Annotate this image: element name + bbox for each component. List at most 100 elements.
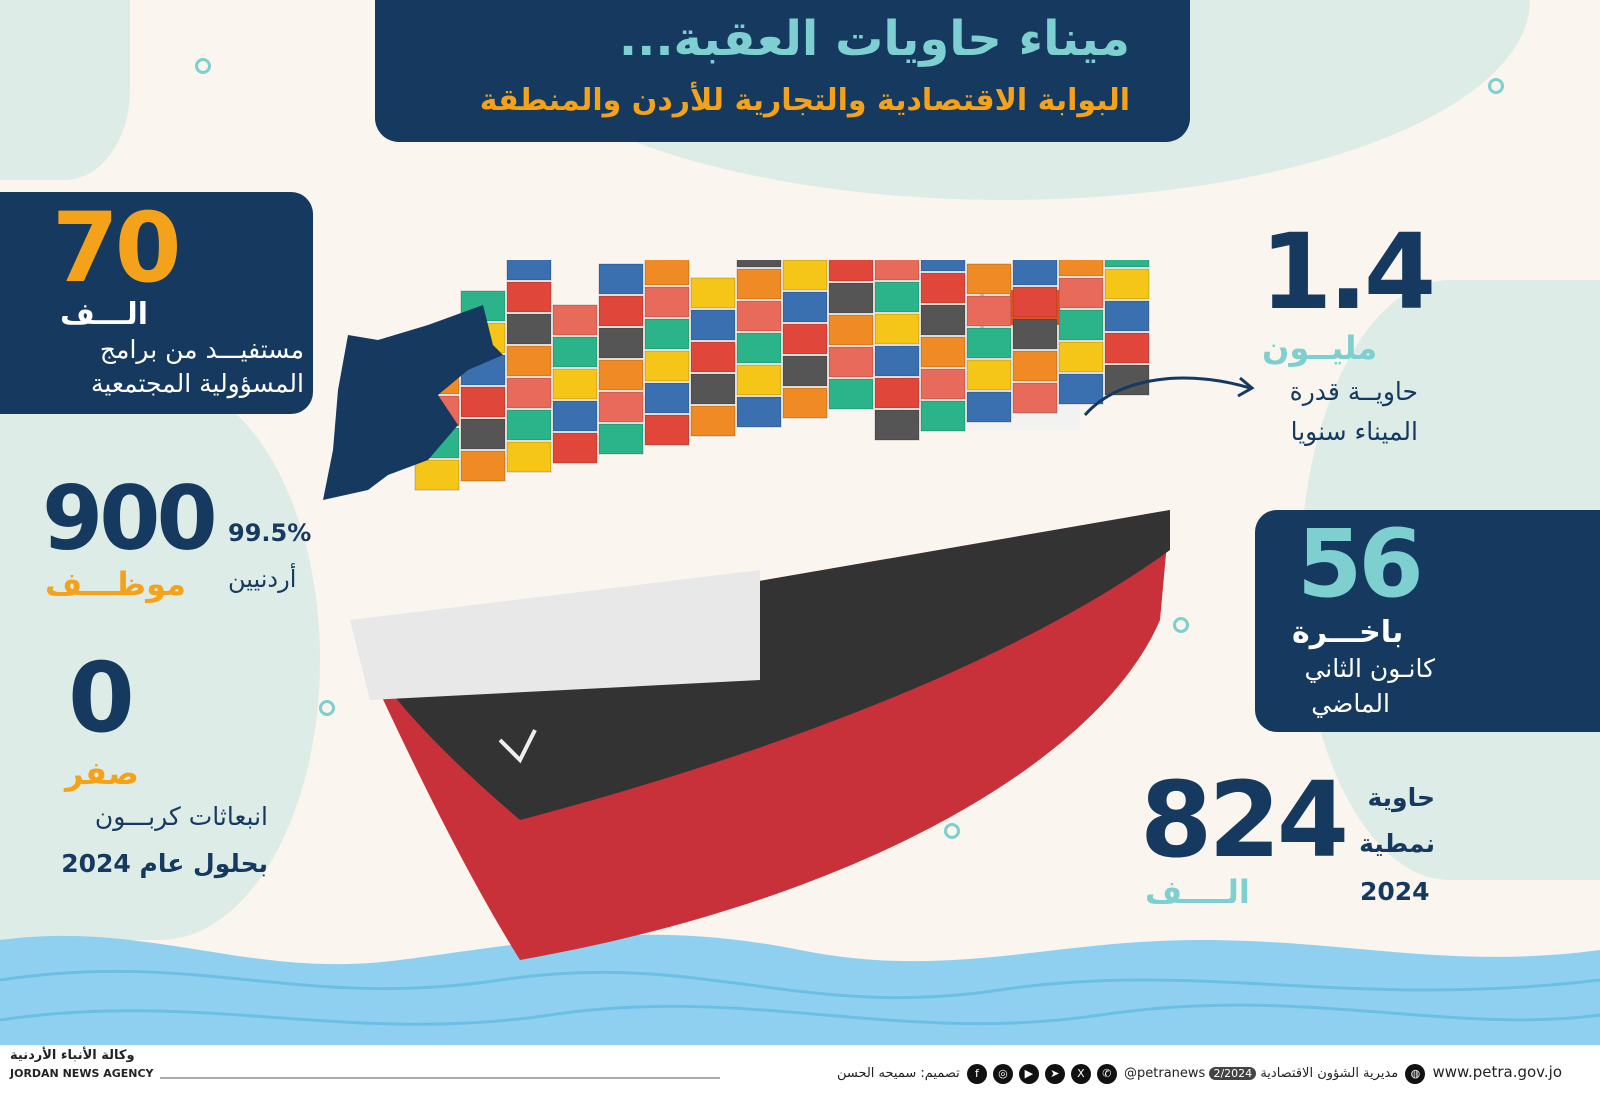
- shipping-container: [506, 441, 552, 473]
- date-badge: 2/2024: [1209, 1067, 1257, 1080]
- footer-credits: تصميم: سميحه الحسن f ◎ ▶ ➤ X ✆ @petranews 2/2…: [837, 1063, 1562, 1084]
- shipping-container: [460, 418, 506, 450]
- facebook-icon[interactable]: f: [966, 1063, 987, 1084]
- footer: وكالة الأنباء الأردنية JORDAN NEWS AGENC…: [0, 1045, 1600, 1120]
- youtube-icon[interactable]: ▶: [1018, 1063, 1039, 1084]
- employees-percent: 99.5%: [228, 519, 312, 547]
- employees-unit: موظـــف: [45, 565, 186, 603]
- shipping-container: [598, 359, 644, 391]
- shipping-container: [828, 260, 874, 282]
- emissions-number: 0: [68, 642, 135, 754]
- shipping-container: [736, 332, 782, 364]
- beneficiaries-line1: مستفيـــد من برامج: [99, 335, 304, 364]
- beneficiaries-box: [0, 192, 313, 414]
- shipping-container: [506, 260, 552, 281]
- shipping-container: [1104, 332, 1150, 364]
- shipping-container: [552, 304, 598, 336]
- whatsapp-icon[interactable]: ✆: [1096, 1063, 1117, 1084]
- containers-unit: الــــف: [1145, 873, 1250, 911]
- shipping-container: [874, 409, 920, 441]
- shipping-container: [828, 314, 874, 346]
- footer-divider: [160, 1077, 720, 1079]
- shipping-container: [920, 336, 966, 368]
- globe-icon: ◍: [1405, 1063, 1426, 1084]
- shipping-container: [1058, 260, 1104, 277]
- capacity-unit: مليــون: [1262, 329, 1378, 367]
- shipping-container: [920, 272, 966, 304]
- shipping-container: [1058, 341, 1104, 373]
- shipping-container: [598, 423, 644, 455]
- shipping-container: [966, 295, 1012, 327]
- shipping-container: [690, 309, 736, 341]
- shipping-container: [920, 368, 966, 400]
- shipping-container: [736, 396, 782, 428]
- social-handle[interactable]: @petranews: [1124, 1066, 1206, 1081]
- shipping-container: [414, 459, 460, 491]
- ships-number: 56: [1297, 510, 1424, 619]
- shipping-container: [782, 355, 828, 387]
- containers-number: 824: [1140, 759, 1349, 881]
- shipping-container: [552, 368, 598, 400]
- shipping-container: [598, 391, 644, 423]
- shipping-container: [552, 400, 598, 432]
- shipping-container: [1012, 286, 1058, 318]
- designer-credit: تصميم: سميحه الحسن: [836, 1066, 960, 1081]
- ships-line2: الماضي: [1311, 689, 1390, 718]
- bg-blob: [0, 0, 130, 180]
- shipping-container: [506, 281, 552, 313]
- shipping-container: [736, 300, 782, 332]
- shipping-container: [874, 260, 920, 281]
- shipping-container: [874, 377, 920, 409]
- shipping-container: [736, 260, 782, 268]
- capacity-line1: حاويــة قدرة: [1289, 377, 1418, 406]
- shipping-container: [1104, 300, 1150, 332]
- beneficiaries-number: 70: [52, 192, 182, 304]
- shipping-container: [1012, 318, 1058, 350]
- shipping-container: [828, 378, 874, 410]
- title-box: [375, 0, 1190, 142]
- shipping-container: [598, 327, 644, 359]
- shipping-container: [1058, 373, 1104, 405]
- shipping-container: [920, 400, 966, 432]
- decor-ring: [195, 58, 211, 74]
- shipping-container: [874, 281, 920, 313]
- telegram-icon[interactable]: ➤: [1044, 1063, 1065, 1084]
- decor-ring: [1488, 78, 1504, 94]
- emissions-line2: بحلول عام 2024: [61, 849, 268, 878]
- shipping-container: [644, 286, 690, 318]
- shipping-container: [1058, 309, 1104, 341]
- shipping-container: [920, 260, 966, 272]
- instagram-icon[interactable]: ◎: [992, 1063, 1013, 1084]
- agency-name-ar: وكالة الأنباء الأردنية: [10, 1048, 135, 1063]
- capacity-line2: الميناء سنويا: [1290, 417, 1418, 446]
- shipping-container: [966, 327, 1012, 359]
- shipping-container: [598, 295, 644, 327]
- shipping-container: [874, 345, 920, 377]
- containers-line3: 2024: [1360, 877, 1430, 906]
- shipping-container: [506, 377, 552, 409]
- employees-number: 900: [42, 467, 218, 570]
- beneficiaries-unit: الـــف: [60, 297, 149, 332]
- emissions-unit: صفر: [65, 754, 139, 792]
- jordan-map-icon: [323, 305, 503, 500]
- department: مديرية الشؤون الاقتصادية: [1260, 1066, 1399, 1081]
- shipping-container: [506, 313, 552, 345]
- shipping-container: [552, 336, 598, 368]
- shipping-container: [1104, 364, 1150, 396]
- container-ship-illustration: [350, 260, 1170, 960]
- shipping-container: [782, 387, 828, 419]
- website-link[interactable]: www.petra.gov.jo: [1432, 1063, 1562, 1081]
- shipping-container: [782, 323, 828, 355]
- x-icon[interactable]: X: [1070, 1063, 1091, 1084]
- containers-line2: نمطية: [1359, 829, 1435, 858]
- shipping-container: [460, 450, 506, 482]
- shipping-container: [782, 291, 828, 323]
- bg-blob: [0, 380, 320, 940]
- page-title: ميناء حاويات العقبة...: [618, 11, 1130, 67]
- shipping-container: [598, 263, 644, 295]
- shipping-container: [966, 263, 1012, 295]
- beneficiaries-line2: المسؤولية المجتمعية: [91, 369, 304, 398]
- shipping-container: [552, 432, 598, 464]
- sea-waves: [0, 934, 1600, 1050]
- shipping-container: [874, 313, 920, 345]
